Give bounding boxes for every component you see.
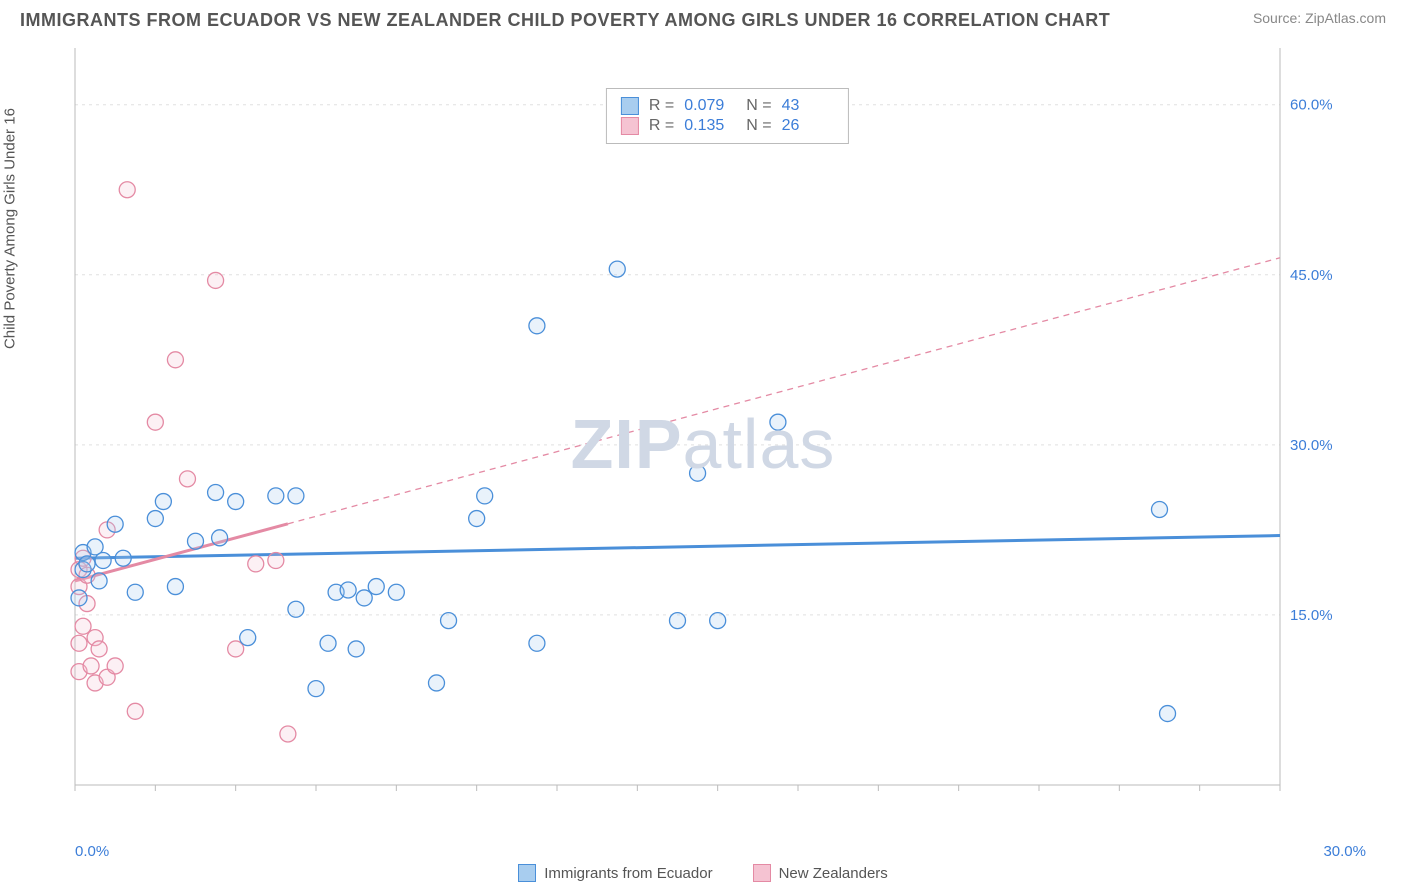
chart-title: IMMIGRANTS FROM ECUADOR VS NEW ZEALANDER… (20, 10, 1110, 31)
scatter-plot: 15.0% 30.0% 45.0% 60.0% (20, 40, 1350, 840)
swatch-newzealand (621, 117, 639, 135)
stat-N-newzealand: 26 (782, 117, 834, 135)
y-axis-label: Child Poverty Among Girls Under 16 (2, 108, 19, 349)
stats-row-newzealand: R = 0.135 N = 26 (621, 117, 834, 135)
stats-row-ecuador: R = 0.079 N = 43 (621, 97, 834, 115)
x-axis-max: 30.0% (1323, 843, 1366, 860)
legend-item-newzealand: New Zealanders (753, 864, 888, 882)
legend-label-newzealand: New Zealanders (779, 865, 888, 882)
stat-N-label: N = (746, 97, 771, 115)
stats-legend-box: R = 0.079 N = 43 R = 0.135 N = 26 (606, 88, 849, 144)
bottom-legend: Immigrants from Ecuador New Zealanders (20, 864, 1386, 882)
stat-R-label: R = (649, 97, 674, 115)
source-label: Source: ZipAtlas.com (1253, 10, 1386, 26)
swatch-ecuador (621, 97, 639, 115)
svg-text:30.0%: 30.0% (1290, 437, 1333, 454)
svg-text:60.0%: 60.0% (1290, 97, 1333, 114)
legend-swatch-ecuador (518, 864, 536, 882)
svg-text:15.0%: 15.0% (1290, 607, 1333, 624)
stat-N-label: N = (746, 117, 771, 135)
svg-text:45.0%: 45.0% (1290, 267, 1333, 284)
stat-R-newzealand: 0.135 (684, 117, 736, 135)
x-axis-min: 0.0% (75, 843, 109, 860)
legend-label-ecuador: Immigrants from Ecuador (544, 865, 712, 882)
stat-R-ecuador: 0.079 (684, 97, 736, 115)
legend-swatch-newzealand (753, 864, 771, 882)
legend-item-ecuador: Immigrants from Ecuador (518, 864, 712, 882)
chart-container: Child Poverty Among Girls Under 16 15.0%… (20, 40, 1386, 882)
x-axis-labels: 0.0% 30.0% (75, 843, 1366, 860)
stat-R-label: R = (649, 117, 674, 135)
stat-N-ecuador: 43 (782, 97, 834, 115)
